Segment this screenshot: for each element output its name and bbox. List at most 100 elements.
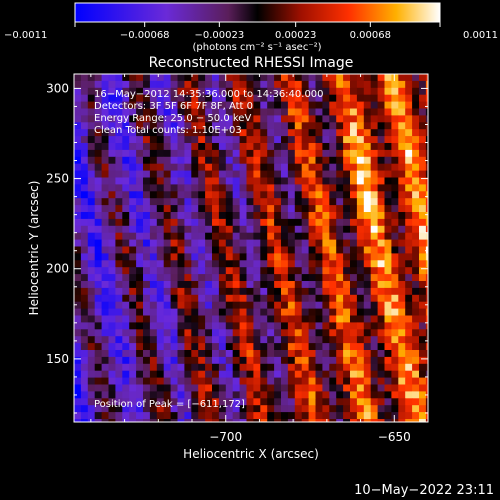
- heatmap-cell: [412, 74, 420, 82]
- heatmap-cell: [87, 218, 96, 227]
- heatmap-cell: [129, 122, 137, 130]
- heatmap-cell: [177, 94, 185, 102]
- heatmap-cell: [370, 122, 378, 130]
- heatmap-cell: [122, 322, 130, 330]
- heatmap-cell: [87, 239, 96, 247]
- heatmap-cell: [350, 294, 358, 303]
- heatmap-cell: [143, 122, 151, 130]
- heatmap-cell: [308, 212, 316, 220]
- heatmap-cell: [74, 198, 82, 206]
- heatmap-cell: [308, 170, 316, 178]
- heatmap-cell: [308, 329, 316, 337]
- heatmap-cell: [115, 412, 123, 420]
- heatmap-cell: [391, 322, 399, 330]
- heatmap-cell: [308, 350, 316, 358]
- heatmap-cell: [163, 281, 171, 289]
- y-tick-label: 200: [46, 262, 69, 276]
- heatmap-cell: [363, 274, 372, 282]
- heatmap-cell: [419, 115, 427, 123]
- heatmap-cell: [350, 191, 358, 199]
- heatmap-cell: [391, 329, 399, 337]
- heatmap-cell: [287, 281, 296, 289]
- heatmap-cell: [198, 74, 206, 82]
- heatmap-cell: [267, 198, 275, 206]
- heatmap-cell: [122, 412, 130, 420]
- heatmap-cell: [274, 205, 282, 213]
- heatmap-cell: [315, 225, 323, 234]
- heatmap-cell: [308, 356, 316, 365]
- heatmap-cell: [253, 384, 261, 392]
- heatmap-cell: [246, 419, 254, 422]
- heatmap-cell: [287, 356, 296, 365]
- heatmap-cell: [336, 274, 344, 282]
- heatmap-cell: [177, 294, 185, 303]
- heatmap-cell: [267, 225, 275, 234]
- heatmap-cell: [287, 218, 296, 227]
- heatmap-cell: [205, 384, 213, 392]
- heatmap-cell: [322, 343, 330, 351]
- heatmap-cell: [419, 149, 427, 158]
- heatmap-cell: [301, 350, 309, 358]
- heatmap-cell: [301, 239, 309, 247]
- heatmap-cell: [301, 74, 309, 82]
- heatmap-cell: [232, 356, 240, 365]
- heatmap-cell: [308, 218, 316, 227]
- heatmap-cell: [356, 232, 365, 240]
- heatmap-cell: [384, 94, 392, 102]
- heatmap-cell: [239, 253, 247, 261]
- heatmap-cell: [225, 287, 234, 296]
- heatmap-cell: [246, 377, 254, 385]
- heatmap-cell: [108, 281, 116, 289]
- heatmap-cell: [315, 108, 323, 116]
- heatmap-cell: [322, 129, 330, 137]
- heatmap-cell: [350, 108, 358, 116]
- heatmap-cell: [343, 370, 351, 378]
- heatmap-cell: [163, 405, 171, 413]
- heatmap-cell: [218, 177, 227, 185]
- heatmap-cell: [281, 108, 289, 116]
- heatmap-cell: [343, 177, 351, 185]
- heatmap-cell: [370, 267, 378, 275]
- heatmap-cell: [108, 336, 116, 344]
- heatmap-cell: [260, 191, 268, 199]
- heatmap-cell: [363, 287, 372, 296]
- heatmap-cell: [115, 122, 123, 130]
- heatmap-cell: [80, 322, 89, 330]
- heatmap-cell: [419, 87, 427, 96]
- heatmap-cell: [363, 177, 372, 185]
- heatmap-cell: [391, 205, 399, 213]
- heatmap-cell: [343, 343, 351, 351]
- heatmap-cell: [391, 80, 399, 89]
- heatmap-cell: [370, 294, 378, 303]
- heatmap-cell: [425, 274, 428, 282]
- heatmap-cell: [356, 108, 365, 116]
- heatmap-cell: [329, 308, 337, 316]
- heatmap-cell: [218, 184, 227, 192]
- heatmap-cell: [384, 239, 392, 247]
- heatmap-cell: [218, 115, 227, 123]
- heatmap-cell: [170, 74, 178, 82]
- heatmap-cell: [336, 363, 344, 372]
- heatmap-cell: [177, 267, 185, 275]
- heatmap-cell: [253, 281, 261, 289]
- heatmap-cell: [315, 184, 323, 192]
- heatmap-cell: [405, 356, 413, 365]
- heatmap-cell: [294, 356, 303, 365]
- heatmap-cell: [405, 246, 413, 254]
- heatmap-cell: [267, 343, 275, 351]
- heatmap-cell: [308, 232, 316, 240]
- heatmap-cell: [218, 274, 227, 282]
- heatmap-cell: [163, 322, 171, 330]
- heatmap-cell: [218, 294, 227, 303]
- heatmap-cell: [301, 143, 309, 151]
- heatmap-cell: [287, 136, 296, 144]
- heatmap-cell: [170, 198, 178, 206]
- heatmap-cell: [398, 184, 406, 192]
- heatmap-cell: [336, 370, 344, 378]
- heatmap-cell: [343, 129, 351, 137]
- heatmap-cell: [94, 391, 102, 399]
- heatmap-cell: [74, 184, 82, 192]
- heatmap-cell: [129, 108, 137, 116]
- heatmap-cell: [308, 87, 316, 96]
- heatmap-cell: [205, 212, 213, 220]
